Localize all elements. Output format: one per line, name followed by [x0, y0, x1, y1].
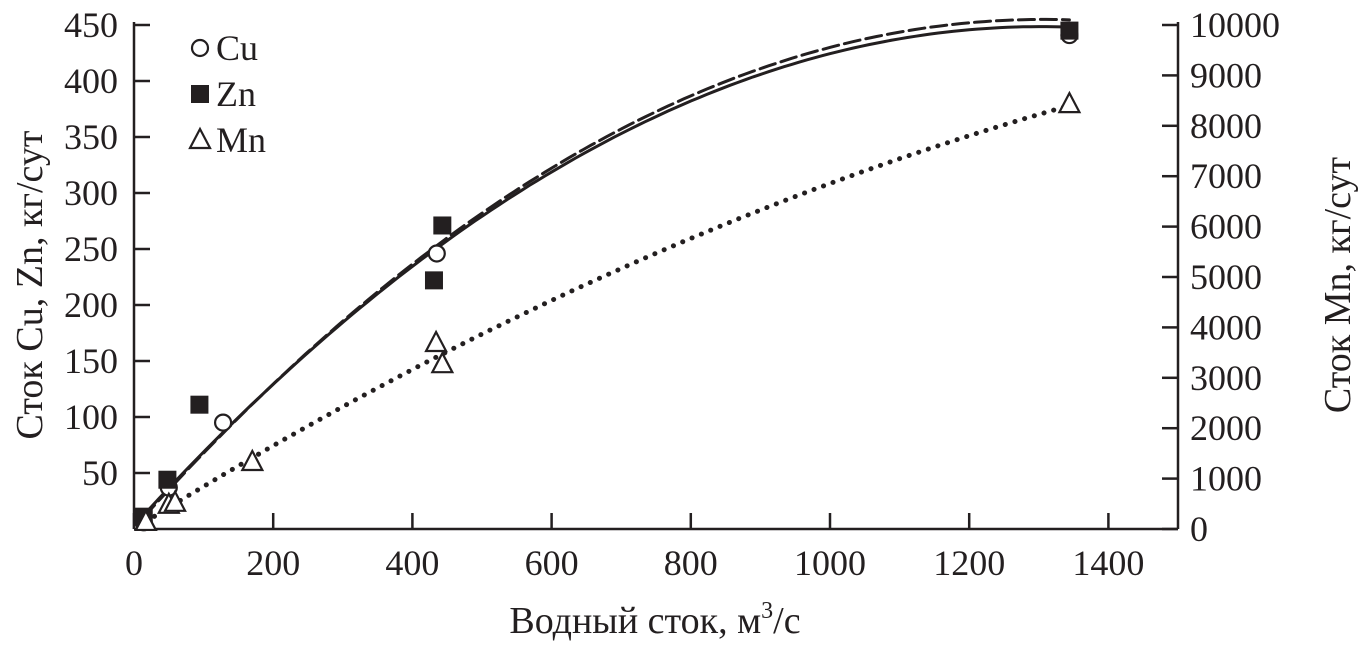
point-mn	[1057, 90, 1082, 114]
trendlines	[142, 17, 1072, 525]
y2-tick-label: 5000	[1190, 257, 1262, 297]
y2-axis-label: Сток Mn, кг/сут	[1317, 156, 1359, 413]
x-tick-label: 1000	[794, 543, 866, 583]
y-tick-label: 350	[64, 117, 118, 157]
point-zn	[433, 216, 452, 235]
legend-marker-cu	[190, 38, 210, 58]
y2-tick-label: 2000	[1190, 408, 1262, 448]
y2-tick-label: 6000	[1190, 207, 1262, 247]
point-mn	[163, 489, 187, 512]
y2-tick-label: 9000	[1190, 55, 1262, 95]
trendline-mn	[143, 103, 1072, 525]
point-zn	[424, 271, 443, 290]
x-tick-label: 1200	[933, 543, 1005, 583]
x-tick-label: 600	[525, 543, 579, 583]
y2-tick-label: 1000	[1190, 459, 1262, 499]
y2-tick-label: 10000	[1190, 5, 1280, 45]
y-tick-label: 250	[64, 229, 118, 269]
x-tick-label: 800	[664, 543, 718, 583]
legend-label-cu: Cu	[216, 28, 258, 68]
y2-tick-label: 7000	[1190, 156, 1262, 196]
y-tick-label: 150	[64, 341, 118, 381]
legend-marker-mn	[188, 126, 212, 150]
legend: Cu Zn Mn	[188, 28, 266, 160]
legend-label-zn: Zn	[216, 74, 256, 114]
y2-tick-label: 4000	[1190, 307, 1262, 347]
point-mn	[424, 329, 448, 353]
point-mn	[430, 350, 455, 374]
legend-marker-zn	[191, 85, 209, 103]
point-cu	[427, 244, 446, 263]
data-points	[134, 21, 1082, 532]
y-tick-label: 200	[64, 285, 118, 325]
y-tick-label: 450	[64, 5, 118, 45]
y2-tick-label: 8000	[1190, 106, 1262, 146]
legend-label-mn: Mn	[216, 120, 266, 160]
y-tick-label: 300	[64, 173, 118, 213]
x-tick-label: 400	[385, 543, 439, 583]
point-mn	[134, 508, 158, 532]
point-zn	[158, 470, 177, 489]
point-mn	[240, 448, 265, 472]
trendline-cu	[142, 25, 1071, 517]
y2-tick-label: 3000	[1190, 358, 1262, 398]
y-tick-label: 400	[64, 61, 118, 101]
y2-tick-label: 0	[1190, 509, 1208, 549]
point-zn	[190, 395, 209, 414]
x-tick-label: 0	[125, 543, 143, 583]
y-axis-label: Сток Cu, Zn, кг/сут	[9, 130, 51, 439]
x-tick-label: 200	[246, 543, 300, 583]
x-axis-label: Водный сток, м3/с	[509, 598, 800, 642]
point-zn	[1060, 21, 1079, 40]
trendline-zn	[142, 17, 1071, 519]
point-cu	[213, 413, 233, 432]
y-tick-label: 100	[64, 397, 118, 437]
x-tick-label: 1400	[1072, 543, 1144, 583]
axes: 0 200 400 600 800 1000 1200 1400 50 100 150 200 250 3…	[64, 5, 1280, 583]
y-tick-label: 50	[82, 453, 118, 493]
